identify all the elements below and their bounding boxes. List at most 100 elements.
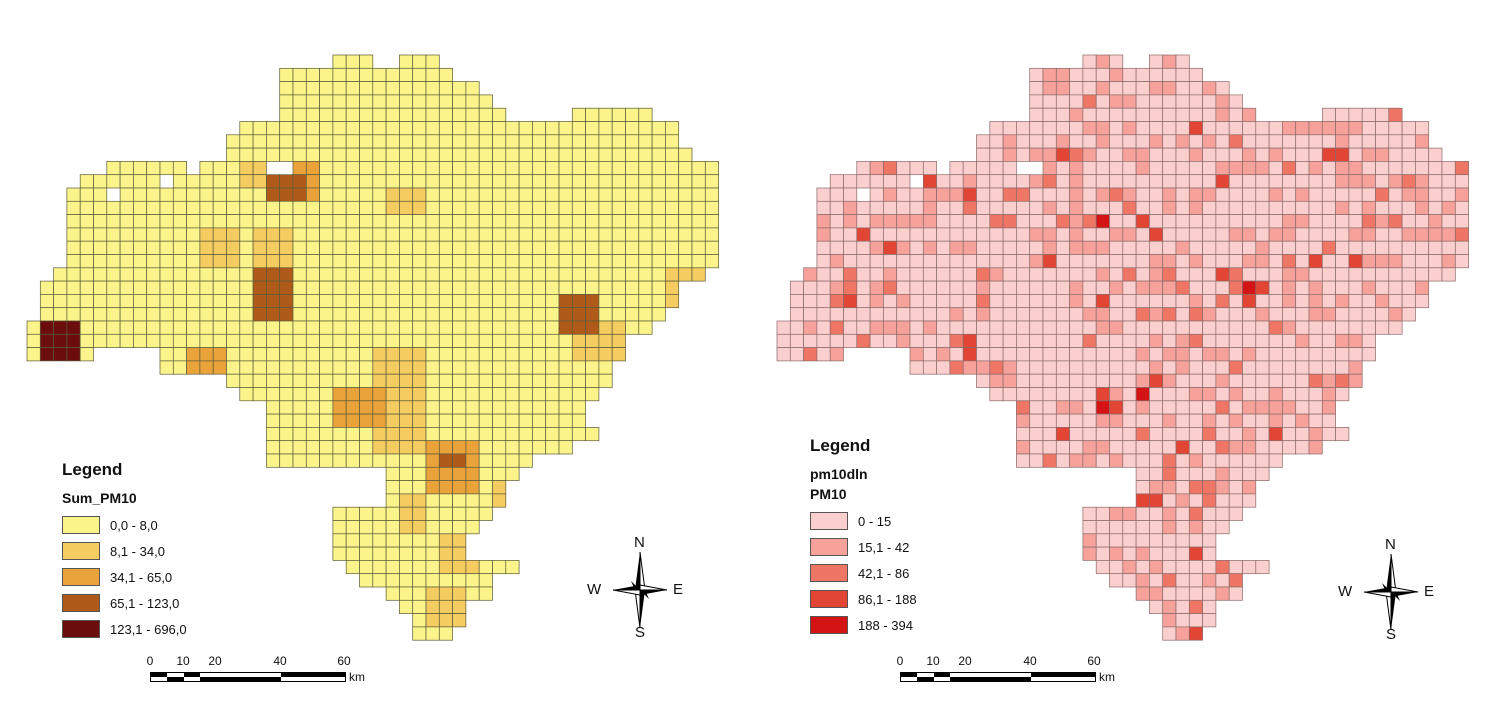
grid-cell	[651, 161, 666, 176]
grid-cell	[172, 320, 187, 335]
grid-cell	[438, 440, 453, 455]
grid-cell	[452, 174, 467, 189]
grid-cell	[39, 320, 54, 335]
grid-cell	[412, 333, 427, 348]
grid-cell	[1002, 134, 1017, 149]
grid-cell	[1401, 200, 1416, 215]
grid-cell	[1082, 107, 1097, 122]
grid-cell	[571, 294, 586, 309]
grid-cell	[869, 187, 884, 202]
grid-cell	[1282, 294, 1297, 309]
grid-cell	[1175, 493, 1190, 508]
grid-cell	[1242, 121, 1257, 136]
grid-cell	[829, 280, 844, 295]
grid-cell	[545, 161, 560, 176]
grid-cell	[1268, 400, 1283, 415]
grid-cell	[1215, 267, 1230, 282]
grid-cell	[545, 267, 560, 282]
grid-cell	[1388, 254, 1403, 269]
grid-cell	[1109, 254, 1124, 269]
grid-cell	[399, 121, 414, 136]
grid-cell	[1242, 333, 1257, 348]
scale-bar-graphic	[900, 672, 1096, 682]
grid-cell	[492, 480, 507, 495]
grid-cell	[1016, 134, 1031, 149]
grid-cell	[1082, 373, 1097, 388]
grid-cell	[1375, 147, 1390, 162]
grid-cell	[1135, 147, 1150, 162]
grid-cell	[558, 360, 573, 375]
grid-cell	[1029, 254, 1044, 269]
grid-cell	[1069, 214, 1084, 229]
grid-cell	[1202, 613, 1217, 628]
grid-cell	[691, 200, 706, 215]
grid-cell	[345, 440, 360, 455]
grid-cell	[1388, 134, 1403, 149]
grid-cell	[1401, 187, 1416, 202]
grid-cell	[1454, 227, 1469, 242]
grid-cell	[1202, 161, 1217, 176]
grid-cell	[359, 134, 374, 149]
grid-cell	[1122, 174, 1137, 189]
grid-cell	[1082, 440, 1097, 455]
grid-cell	[883, 214, 898, 229]
grid-cell	[119, 267, 134, 282]
grid-cell	[922, 333, 937, 348]
grid-cell	[1375, 200, 1390, 215]
grid-cell	[1335, 267, 1350, 282]
grid-cell	[505, 347, 520, 362]
grid-cell	[412, 413, 427, 428]
grid-cell	[909, 254, 924, 269]
grid-cell	[1415, 240, 1430, 255]
grid-cell	[691, 214, 706, 229]
grid-cell	[1202, 107, 1217, 122]
grid-cell	[1202, 546, 1217, 561]
grid-cell	[1202, 387, 1217, 402]
legend: Legend pm10dln PM10 0 - 15 15,1 - 42 42,…	[810, 436, 917, 638]
grid-cell	[532, 360, 547, 375]
grid-cell	[816, 333, 831, 348]
legend-item: 34,1 - 65,0	[62, 564, 187, 590]
grid-cell	[638, 200, 653, 215]
grid-cell	[1188, 427, 1203, 442]
grid-cell	[1215, 240, 1230, 255]
grid-cell	[1228, 333, 1243, 348]
legend-subtitle: PM10	[810, 486, 847, 502]
grid-cell	[1162, 254, 1177, 269]
grid-cell	[1016, 320, 1031, 335]
grid-cell	[425, 573, 440, 588]
grid-cell	[159, 347, 174, 362]
grid-cell	[478, 466, 493, 481]
grid-cell	[465, 400, 480, 415]
grid-cell	[1401, 254, 1416, 269]
grid-cell	[1295, 254, 1310, 269]
grid-cell	[803, 347, 818, 362]
grid-cell	[1122, 200, 1137, 215]
grid-cell	[1188, 453, 1203, 468]
grid-cell	[1162, 613, 1177, 628]
grid-cell	[492, 121, 507, 136]
grid-cell	[66, 280, 81, 295]
grid-cell	[1215, 294, 1230, 309]
grid-cell	[305, 387, 320, 402]
grid-cell	[332, 506, 347, 521]
grid-cell	[816, 267, 831, 282]
grid-cell	[1135, 333, 1150, 348]
grid-cell	[1308, 294, 1323, 309]
grid-cell	[1228, 94, 1243, 109]
grid-cell	[1268, 360, 1283, 375]
grid-cell	[465, 387, 480, 402]
grid-cell	[962, 307, 977, 322]
grid-cell	[1348, 320, 1363, 335]
grid-cell	[26, 333, 41, 348]
grid-cell	[989, 227, 1004, 242]
grid-cell	[452, 599, 467, 614]
grid-cell	[133, 254, 148, 269]
grid-cell	[305, 333, 320, 348]
grid-cell	[625, 214, 640, 229]
grid-cell	[492, 320, 507, 335]
legend-swatch	[62, 542, 100, 560]
grid-cell	[1162, 161, 1177, 176]
grid-cell	[279, 347, 294, 362]
grid-cell	[119, 214, 134, 229]
